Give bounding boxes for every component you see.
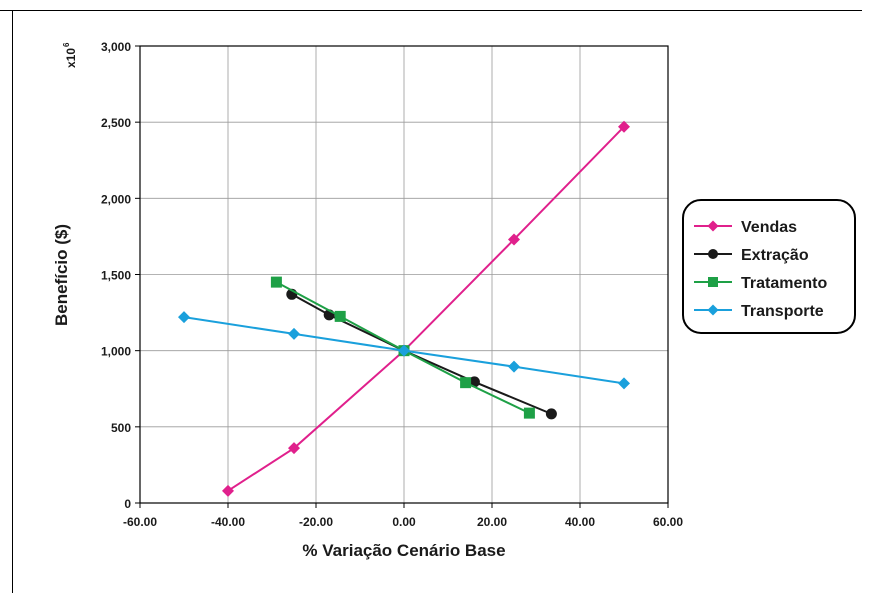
series-line-vendas [227,126,625,492]
data-point-vendas [288,442,300,455]
legend-item-extracao: Extração [694,247,809,264]
x-tick-label: -20.00 [299,515,333,529]
data-point-transporte [508,360,520,373]
data-point-tratamento [334,310,346,322]
x-tick-label: 60.00 [653,515,683,529]
y-tick-label: 2,000 [101,192,131,206]
legend-label: Vendas [741,219,797,236]
legend-item-tratamento: Tratamento [694,275,827,292]
series-transporte [178,311,630,390]
y-tick-label: 0 [124,497,131,511]
frame-top-border [0,10,862,11]
legend-marker [708,277,718,287]
x-tick-label: -60.00 [123,515,157,529]
y-multiplier-label: x10 [64,48,78,68]
legend-marker [708,249,718,259]
y-tick-label: 500 [111,421,131,435]
legend: Vendas Extração Tratamento Transporte [682,199,856,334]
legend-item-vendas: Vendas [694,219,797,236]
legend-item-transporte: Transporte [694,303,824,320]
y-axis-title: Benefício ($) [52,224,71,326]
x-tick-label: 40.00 [565,515,595,529]
data-point-tratamento [270,276,282,288]
y-tick-label: 2,500 [101,116,131,130]
legend-label: Extração [741,247,809,264]
data-point-tratamento [523,407,535,419]
y-tick-label: 1,000 [101,345,131,359]
x-tick-label: 20.00 [477,515,507,529]
data-point-transporte [288,327,300,340]
y-multiplier-exponent: 6 [62,42,71,47]
legend-box [682,199,856,334]
legend-marker [707,304,719,316]
legend-label: Transporte [741,303,824,320]
series-vendas [222,120,630,497]
frame-left-border [12,10,13,593]
data-point-tratamento [460,377,472,389]
legend-label: Tratamento [741,275,827,292]
x-tick-label: -40.00 [211,515,245,529]
data-point-transporte [178,311,190,324]
data-point-vendas [508,233,520,246]
data-point-vendas [222,484,234,497]
x-tick-label: 0.00 [392,515,416,529]
data-point-transporte [398,344,410,357]
data-point-vendas [618,120,630,133]
y-axis-ticks: 0 500 1,000 1,500 2,000 2,500 3,000 [101,40,140,511]
legend-marker [707,220,719,232]
series-group [178,120,630,497]
data-point-extracao [545,408,557,420]
grid [139,45,669,504]
data-point-transporte [618,377,630,390]
y-multiplier: x10 6 [62,42,78,68]
y-tick-label: 3,000 [101,40,131,54]
x-axis-ticks: -60.00 -40.00 -20.00 0.00 20.00 40.00 60.00 [123,503,683,529]
y-tick-label: 1,500 [101,269,131,283]
x-axis-title: % Variação Cenário Base [302,541,505,560]
